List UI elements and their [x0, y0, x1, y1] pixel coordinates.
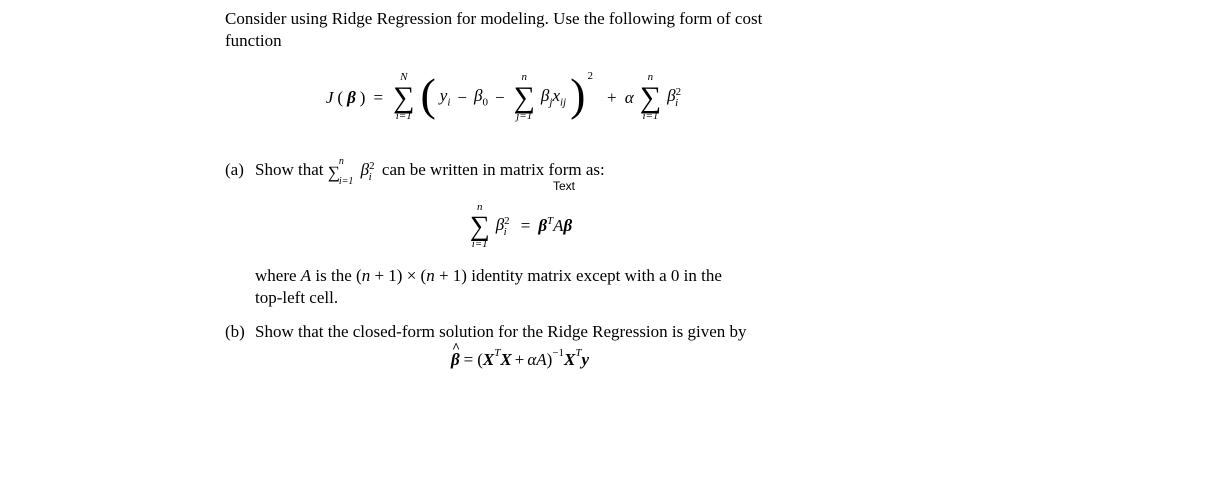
inner-sum: n ∑ j=1 — [514, 72, 535, 123]
part-a-text-post: can be written in matrix form as: — [382, 160, 605, 179]
term-beta0: β0 — [474, 85, 488, 110]
cost-function-equation: J(β) = N ∑ i=1 ( yi − β0 − n ∑ j=1 βj — [225, 72, 785, 123]
parta-eq-sum: n ∑ i=1 — [470, 202, 490, 251]
parta-lhs-beta: β2i — [496, 214, 513, 239]
lhs-J: J — [326, 87, 334, 109]
intro-line2: function — [225, 31, 282, 50]
part-a-equation: n ∑ i=1 β2i = βTAβ — [255, 202, 785, 251]
text-annotation: Text — [553, 179, 575, 195]
inline-sum: ∑ n i=1 — [328, 162, 355, 184]
term-yi: yi — [440, 85, 451, 110]
part-b: (b) Show that the closed-form solution f… — [225, 321, 785, 373]
part-a-label: (a) — [225, 159, 255, 309]
intro-line1: Consider using Ridge Regression for mode… — [225, 9, 762, 28]
inline-beta-sq: β2i — [359, 160, 382, 179]
part-a-where: where A is the (n + 1) × (n + 1) identit… — [255, 265, 785, 309]
penalty-sum: n ∑ i=1 — [640, 72, 661, 123]
term-betaj-xij: βjxij — [541, 85, 566, 110]
parta-rhs: βTAβ — [538, 215, 572, 237]
beta-hat: β — [451, 349, 460, 371]
page: Consider using Ridge Regression for mode… — [0, 0, 1210, 500]
part-b-equation: β = ( XT X + αA )−1 XT y — [255, 349, 785, 371]
term-beta-i-sq: β2i — [667, 85, 684, 110]
part-a-text-pre: Show that — [255, 160, 328, 179]
intro-paragraph: Consider using Ridge Regression for mode… — [225, 8, 785, 52]
part-b-text: Show that the closed-form solution for t… — [255, 322, 747, 341]
plus-alpha: + — [607, 87, 621, 109]
content-column: Consider using Ridge Regression for mode… — [225, 8, 785, 379]
part-b-label: (b) — [225, 321, 255, 373]
part-a: (a) Show that ∑ n i=1 β2i can be written… — [225, 159, 785, 309]
outer-sum: N ∑ i=1 — [393, 72, 414, 123]
